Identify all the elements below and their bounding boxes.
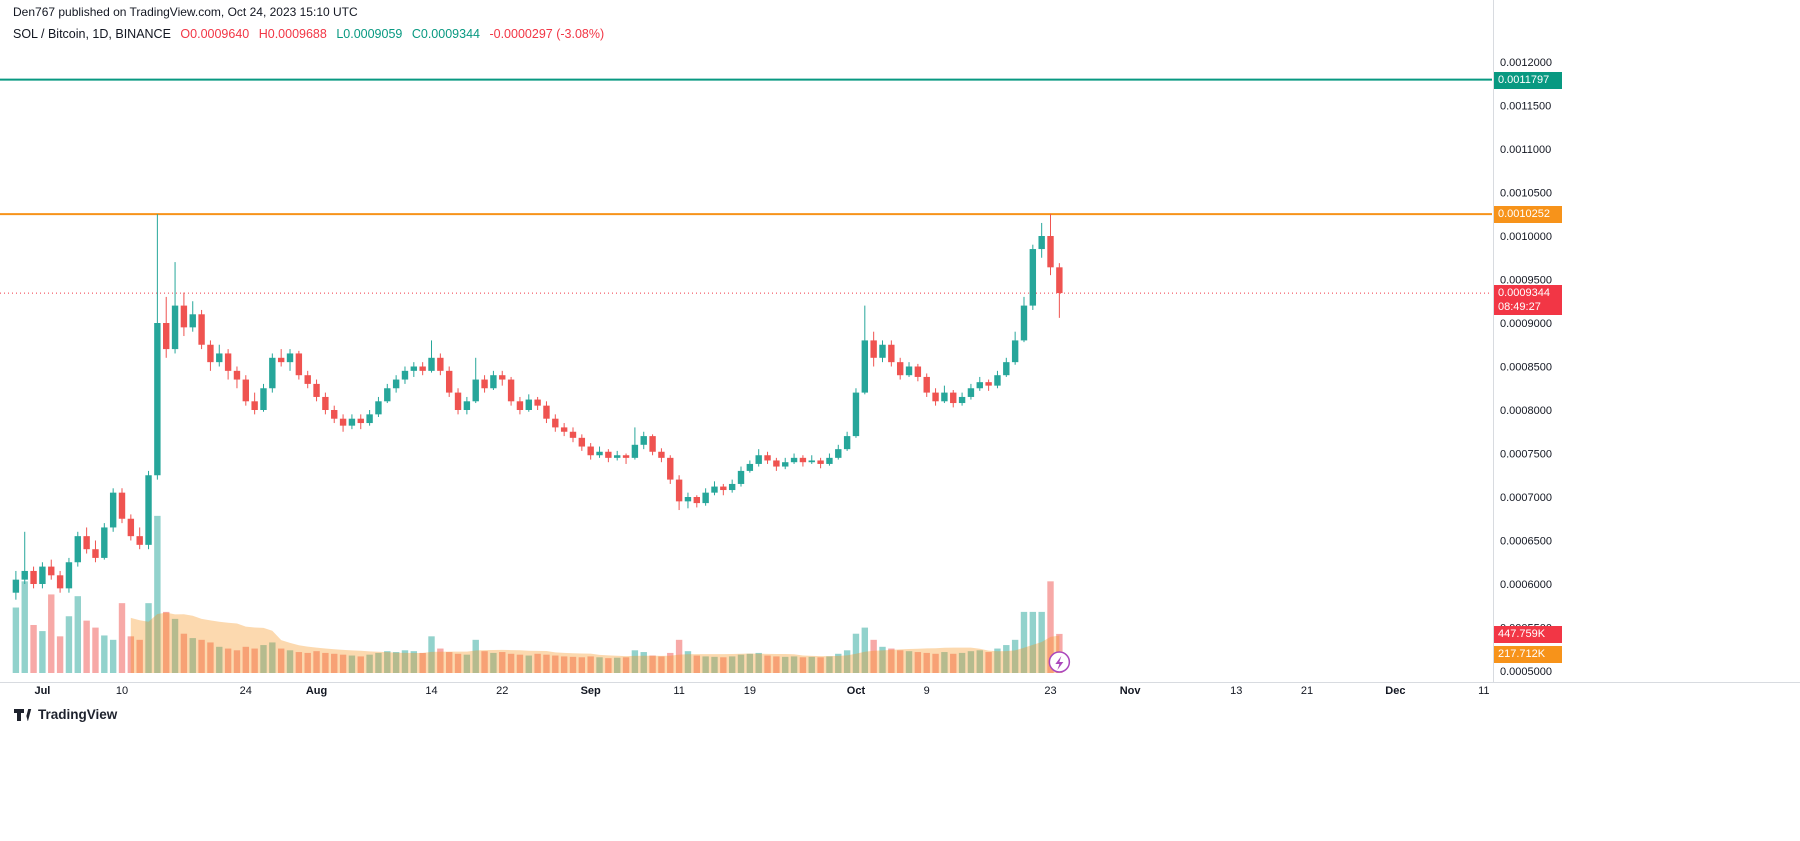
chart-legend: SOL / Bitcoin, 1D, BINANCE O0.0009640 H0… [13, 27, 610, 41]
tradingview-logo-text: TradingView [38, 707, 118, 722]
svg-text:24: 24 [240, 685, 252, 697]
svg-text:0.0009000: 0.0009000 [1500, 318, 1552, 330]
svg-text:0.0008000: 0.0008000 [1500, 405, 1552, 417]
resistance-level-badge: 0.0011797 [1494, 71, 1562, 89]
svg-text:19: 19 [744, 685, 756, 697]
svg-text:14: 14 [425, 685, 437, 697]
svg-text:21: 21 [1301, 685, 1313, 697]
svg-text:0.0011500: 0.0011500 [1500, 101, 1551, 113]
tradingview-logo-icon [14, 709, 32, 721]
svg-text:13: 13 [1230, 685, 1242, 697]
svg-text:Sep: Sep [581, 685, 601, 697]
svg-text:0.0011000: 0.0011000 [1500, 144, 1551, 156]
svg-text:0.0007500: 0.0007500 [1500, 449, 1552, 461]
svg-text:11: 11 [1478, 685, 1489, 697]
svg-text:9: 9 [924, 685, 930, 697]
svg-text:22: 22 [496, 685, 508, 697]
svg-text:Oct: Oct [847, 685, 866, 697]
bar-countdown: 08:49:27 [1498, 301, 1541, 314]
lightning-icon[interactable] [1048, 651, 1071, 673]
last-price-badge: 0.0009344 08:49:27 [1494, 285, 1562, 316]
svg-text:0.0006000: 0.0006000 [1500, 579, 1552, 591]
legend-change: -0.0000297 (-3.08%) [489, 27, 605, 41]
attribution-text: Den767 published on TradingView.com, Oct… [13, 5, 358, 19]
svg-text:0.0010500: 0.0010500 [1500, 188, 1552, 200]
tradingview-watermark[interactable]: TradingView [13, 705, 117, 724]
svg-text:Dec: Dec [1385, 685, 1405, 697]
volume-ma-badge: 217.712K [1494, 645, 1562, 663]
svg-text:0.0010000: 0.0010000 [1500, 231, 1552, 243]
svg-text:10: 10 [116, 685, 128, 697]
last-price-value: 0.0009344 [1498, 287, 1550, 300]
svg-text:0.0008500: 0.0008500 [1500, 362, 1552, 374]
svg-text:0.0009500: 0.0009500 [1500, 275, 1552, 287]
legend-low: L0.0009059 [336, 27, 403, 41]
svg-text:Jul: Jul [34, 685, 50, 697]
legend-open: O0.0009640 [180, 27, 250, 41]
legend-high: H0.0009688 [258, 27, 327, 41]
legend-close: C0.0009344 [411, 27, 480, 41]
svg-text:0.0005000: 0.0005000 [1500, 666, 1552, 678]
svg-text:23: 23 [1044, 685, 1056, 697]
svg-text:0.0006500: 0.0006500 [1500, 536, 1552, 548]
svg-text:Aug: Aug [306, 685, 327, 697]
alert-level-badge: 0.0010252 [1494, 206, 1562, 224]
svg-text:0.0012000: 0.0012000 [1500, 57, 1552, 69]
svg-text:0.0007000: 0.0007000 [1500, 492, 1552, 504]
svg-text:Nov: Nov [1120, 685, 1142, 697]
svg-text:11: 11 [673, 685, 684, 697]
symbol-title[interactable]: SOL / Bitcoin, 1D, BINANCE [13, 27, 171, 41]
volume-value-badge: 447.759K [1494, 625, 1562, 643]
